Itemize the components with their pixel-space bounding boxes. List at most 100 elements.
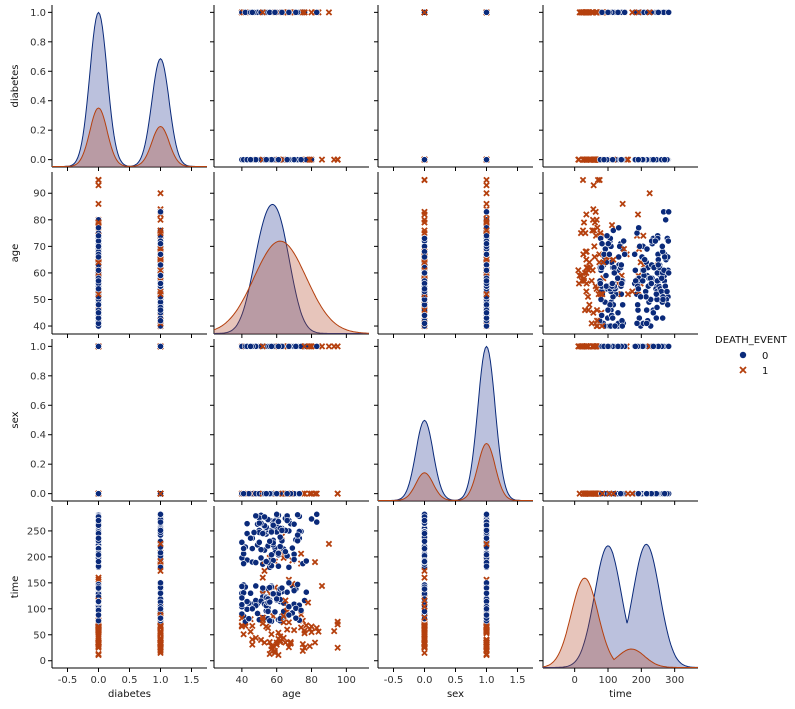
- scatter-point-death-0: [247, 342, 254, 350]
- scatter-point-death-1: [583, 256, 590, 263]
- scatter-point-death-0: [294, 511, 301, 519]
- scatter-point-death-0: [313, 8, 321, 16]
- scatter-point-death-0: [157, 549, 164, 557]
- scatter-point-death-0: [483, 510, 490, 518]
- scatter-point-death-0: [95, 611, 102, 619]
- scatter-point-death-0: [659, 296, 667, 303]
- scatter-point-death-0: [597, 296, 605, 303]
- scatter-point-death-0: [95, 551, 102, 559]
- scatter-point-death-0: [157, 280, 164, 287]
- scatter-point-death-0: [285, 603, 293, 611]
- scatter-point-death-0: [641, 256, 649, 264]
- scatter-point-death-1: [591, 243, 598, 250]
- scatter-point-death-1: [157, 227, 164, 234]
- scatter-point-death-0: [483, 611, 490, 619]
- scatter-point-death-0: [631, 266, 639, 274]
- scatter-point-death-0: [255, 519, 263, 527]
- scatter-point-death-0: [421, 234, 428, 242]
- scatter-point-death-1: [591, 253, 598, 261]
- scatter-point-death-0: [421, 156, 428, 164]
- x-tick-label: -0.5: [384, 675, 404, 686]
- scatter-point-death-1: [584, 293, 592, 301]
- scatter-point-death-1: [301, 9, 308, 16]
- scatter-point-death-0: [313, 510, 321, 518]
- scatter-point-death-0: [614, 309, 622, 317]
- scatter-point-death-0: [247, 156, 254, 164]
- scatter-point-death-0: [157, 306, 164, 314]
- scatter-point-death-1: [421, 227, 428, 234]
- scatter-point-death-0: [609, 156, 617, 164]
- scatter-point-death-0: [240, 545, 248, 552]
- scatter-point-death-0: [157, 240, 164, 248]
- legend-marker-1: [739, 366, 747, 374]
- scatter-point-death-0: [95, 342, 102, 350]
- scatter-point-death-1: [608, 221, 616, 229]
- x-axis-label-age: age: [282, 689, 301, 700]
- panel-diabetes-vs-time: [539, 5, 698, 171]
- scatter-point-death-0: [643, 490, 651, 498]
- scatter-point-death-0: [608, 280, 616, 287]
- legend: DEATH_EVENT 0 1: [715, 335, 788, 377]
- y-axis-label-time: time: [10, 576, 21, 599]
- scatter-point-death-1: [590, 205, 597, 213]
- scatter-point-death-0: [266, 617, 274, 625]
- scatter-point-death-1: [283, 626, 291, 633]
- x-tick-label: 1.5: [184, 675, 200, 686]
- scatter-point-death-0: [157, 261, 164, 269]
- scatter-point-death-0: [276, 543, 284, 550]
- scatter-point-death-1: [95, 290, 102, 298]
- x-tick-label: 0.0: [91, 675, 107, 686]
- y-tick-label: 60: [33, 268, 46, 279]
- scatter-point-death-0: [250, 529, 258, 536]
- scatter-point-death-1: [325, 540, 333, 548]
- scatter-point-death-0: [269, 521, 277, 529]
- scatter-point-death-0: [421, 530, 428, 537]
- scatter-point-death-1: [624, 156, 632, 163]
- scatter-point-death-1: [579, 176, 587, 184]
- scatter-point-death-0: [639, 277, 647, 285]
- scatter-point-death-0: [95, 617, 102, 625]
- scatter-point-death-0: [238, 583, 246, 590]
- scatter-point-death-0: [649, 156, 657, 164]
- scatter-point-death-0: [483, 266, 490, 274]
- density-fill-1: [378, 443, 533, 501]
- density-fill-0: [214, 204, 369, 334]
- scatter-point-death-0: [266, 584, 274, 591]
- scatter-point-death-0: [421, 517, 428, 524]
- scatter-point-death-0: [255, 538, 263, 546]
- legend-label-0: 0: [762, 351, 768, 362]
- x-tick-label: 1.0: [479, 675, 495, 686]
- scatter-point-death-0: [285, 563, 293, 571]
- scatter-point-death-1: [318, 582, 326, 590]
- y-tick-label: 0.0: [30, 155, 46, 166]
- x-tick-label: 0.5: [122, 675, 138, 686]
- scatter-point-death-0: [278, 584, 286, 592]
- scatter-point-death-1: [590, 182, 597, 189]
- scatter-point-death-0: [157, 272, 164, 279]
- scatter-point-death-0: [157, 208, 164, 216]
- density-fill-1: [52, 108, 207, 167]
- scatter-point-death-1: [263, 623, 270, 630]
- scatter-point-death-0: [285, 611, 293, 619]
- scatter-point-death-0: [483, 232, 490, 240]
- scatter-point-death-0: [262, 558, 270, 565]
- scatter-point-death-1: [249, 641, 256, 648]
- scatter-point-death-0: [661, 490, 669, 498]
- scatter-point-death-0: [288, 544, 296, 552]
- scatter-point-death-0: [95, 266, 102, 274]
- scatter-point-death-0: [268, 528, 275, 536]
- scatter-point-death-0: [600, 156, 608, 164]
- scatter-point-death-1: [259, 574, 267, 581]
- scatter-point-death-0: [157, 250, 164, 258]
- scatter-point-death-1: [593, 9, 600, 16]
- scatter-point-death-0: [290, 520, 298, 528]
- scatter-point-death-0: [95, 490, 102, 498]
- scatter-point-death-1: [306, 642, 314, 650]
- scatter-point-death-1: [311, 639, 319, 646]
- scatter-point-death-0: [157, 342, 164, 350]
- scatter-point-death-0: [621, 8, 629, 16]
- scatter-point-death-1: [311, 558, 319, 566]
- scatter-point-death-0: [285, 579, 293, 587]
- x-axis-label-time: time: [609, 689, 632, 700]
